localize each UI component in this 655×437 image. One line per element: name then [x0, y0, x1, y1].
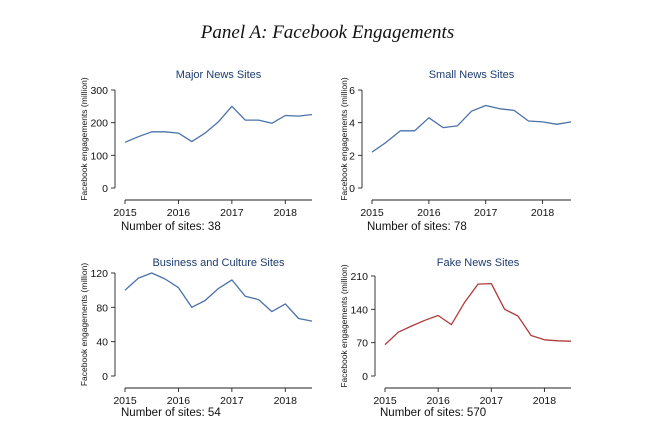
x-tick-label: 2015	[113, 395, 137, 407]
x-tick-label: 2017	[220, 207, 244, 219]
chart-title: Fake News Sites	[437, 257, 520, 269]
x-tick-label: 2015	[113, 207, 137, 219]
y-tick-label: 200	[90, 118, 108, 130]
y-tick-label: 70	[356, 338, 368, 350]
x-tick-label: 2016	[167, 207, 191, 219]
y-tick-label: 40	[96, 337, 108, 349]
x-tick-label: 2016	[426, 395, 450, 407]
x-tick-label: 2015	[360, 207, 384, 219]
y-tick-label: 210	[350, 271, 368, 283]
y-axis-label: Facebook engagements (million)	[339, 77, 349, 200]
x-tick-label: 2018	[274, 207, 298, 219]
y-axis-label: Facebook engagements (million)	[79, 77, 89, 200]
x-tick-label: 2016	[417, 207, 441, 219]
y-tick-label: 6	[349, 85, 355, 97]
y-tick-label: 0	[102, 371, 108, 383]
y-tick-label: 4	[349, 118, 355, 130]
chart-1: Small News Sites 0 2 4 6 2015 2016 2017 2018 Face…	[339, 69, 572, 233]
y-tick-label: 300	[90, 85, 108, 97]
x-tick-label: 2018	[531, 207, 555, 219]
series-line	[384, 282, 572, 346]
chart-title: Major News Sites	[176, 69, 262, 81]
site-count-note: Number of sites: 570	[380, 407, 486, 419]
y-tick-label: 0	[349, 183, 355, 195]
site-count-note: Number of sites: 54	[121, 407, 221, 419]
x-tick-label: 2017	[480, 395, 504, 407]
y-tick-label: 0	[102, 183, 108, 195]
x-tick-label: 2016	[167, 395, 191, 407]
chart-3: Fake News Sites 0 70 140 210 2015 2016 2017 2018…	[339, 257, 572, 419]
chart-0: Major News Sites 0 100 200 300 2015 2016 2017 20…	[79, 69, 313, 233]
site-count-note: Number of sites: 78	[367, 221, 467, 233]
panel-title: Panel A: Facebook Engagements	[200, 22, 455, 43]
y-tick-label: 140	[350, 304, 368, 316]
x-tick-label: 2015	[373, 395, 397, 407]
y-tick-label: 80	[96, 302, 108, 314]
site-count-note: Number of sites: 38	[121, 221, 221, 233]
x-tick-label: 2018	[274, 395, 298, 407]
y-axis-label: Facebook engagements (million)	[339, 264, 349, 387]
y-axis-label: Facebook engagements (million)	[79, 263, 89, 386]
x-tick-label: 2017	[474, 207, 498, 219]
series-line	[124, 105, 313, 143]
y-tick-label: 120	[90, 268, 108, 280]
chart-title: Small News Sites	[429, 69, 515, 81]
series-line	[124, 272, 313, 322]
y-tick-label: 2	[349, 150, 355, 162]
series-line	[371, 104, 572, 153]
y-tick-label: 100	[90, 150, 108, 162]
x-tick-label: 2018	[533, 395, 557, 407]
y-tick-label: 0	[362, 371, 368, 383]
x-tick-label: 2017	[220, 395, 244, 407]
chart-2: Business and Culture Sites 0 40 80 120 2015 20…	[79, 257, 313, 419]
chart-title: Business and Culture Sites	[152, 257, 285, 269]
